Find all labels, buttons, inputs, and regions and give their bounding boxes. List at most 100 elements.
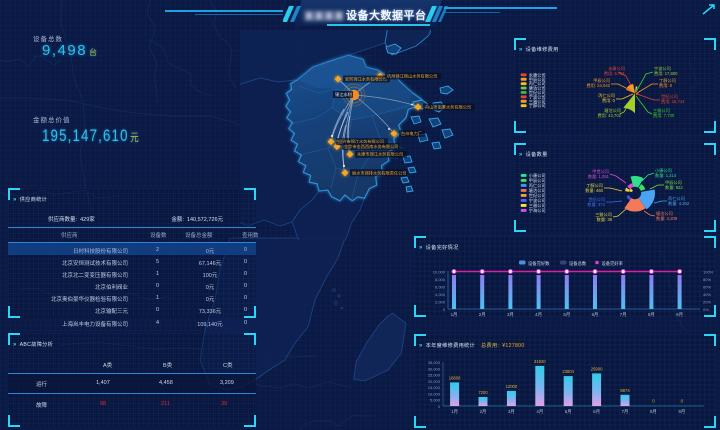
svg-text:丽水市锦排水务有限责任公司: 丽水市锦排水务有限责任公司	[352, 169, 406, 176]
svg-text:8874: 8874	[620, 388, 630, 393]
svg-text:甲辰公司: 甲辰公司	[529, 178, 546, 184]
svg-text:2,000: 2,000	[435, 300, 446, 305]
svg-text:世纪公司: 世纪公司	[661, 93, 678, 99]
svg-text:2月: 2月	[480, 409, 487, 415]
svg-text:设备总数: 设备总数	[569, 260, 587, 267]
svg-text:丙仁公司: 丙仁公司	[529, 182, 546, 189]
svg-text:丁醇公司: 丁醇公司	[529, 102, 546, 109]
svg-text:6月: 6月	[593, 409, 600, 415]
svg-text:世纪公司: 世纪公司	[588, 196, 605, 202]
svg-text:数量: 2,209: 数量: 2,209	[656, 215, 678, 222]
svg-text:绍兴市锦江水务有限公司: 绍兴市锦江水务有限公司	[338, 138, 384, 145]
svg-text:23804: 23804	[562, 369, 574, 374]
svg-text:7月: 7月	[620, 312, 627, 317]
svg-text:甲辰公司: 甲辰公司	[529, 77, 546, 83]
svg-text:甲辰公司: 甲辰公司	[665, 180, 682, 186]
svg-text:世纪公司: 世纪公司	[529, 192, 546, 198]
svg-text:永康公司: 永康公司	[608, 65, 625, 71]
svg-text:锦江水利: 锦江水利	[335, 91, 352, 98]
svg-text:甲辰公司: 甲辰公司	[593, 78, 610, 84]
svg-text:数量: 460: 数量: 460	[585, 187, 603, 194]
svg-text:宁海公司: 宁海公司	[529, 207, 546, 214]
svg-text:9月: 9月	[676, 312, 683, 317]
svg-text:宁波公司: 宁波公司	[654, 65, 671, 72]
svg-text:0: 0	[443, 307, 446, 312]
svg-text:费用: 43,702: 费用: 43,702	[597, 112, 621, 119]
svg-text:费用: 0: 费用: 0	[659, 82, 673, 89]
svg-text:数量: 39: 数量: 39	[597, 216, 613, 223]
svg-text:费用: 0: 费用: 0	[602, 97, 616, 104]
svg-text:4月: 4月	[536, 409, 543, 415]
svg-text:丁醇公司: 丁醇公司	[659, 77, 676, 84]
svg-text:金华市金西西南水务有限公司: 金华市金西西南水务有限公司	[344, 143, 398, 150]
svg-text:0: 0	[438, 404, 441, 409]
svg-text:数量: 4,262: 数量: 4,262	[668, 200, 690, 207]
svg-text:80%: 80%	[703, 277, 711, 282]
svg-text:费用: 5,751: 费用: 5,751	[604, 70, 626, 77]
svg-text:25,000: 25,000	[428, 373, 441, 378]
svg-text:数量: 372: 数量: 372	[587, 201, 605, 208]
svg-text:塘沽公司: 塘沽公司	[656, 210, 673, 217]
svg-text:0: 0	[681, 399, 684, 404]
svg-text:5,000: 5,000	[430, 398, 441, 403]
svg-text:费用: 17,800: 费用: 17,800	[654, 70, 678, 77]
svg-text:数量: 1,214: 数量: 1,214	[655, 172, 677, 179]
svg-text:60%: 60%	[703, 285, 711, 290]
svg-text:舟山市南景水务有限公司: 舟山市南景水务有限公司	[425, 104, 471, 111]
svg-text:4,000: 4,000	[435, 292, 446, 297]
svg-text:31920: 31920	[534, 359, 546, 364]
svg-text:费用: 16,714: 费用: 16,714	[661, 98, 685, 105]
svg-text:6月: 6月	[592, 312, 599, 317]
svg-text:杭州锦江锦山水务有限公司: 杭州锦江锦山水务有限公司	[387, 73, 437, 80]
svg-text:5月: 5月	[563, 312, 570, 317]
svg-text:世纪公司: 世纪公司	[529, 89, 546, 95]
svg-text:1月: 1月	[451, 312, 458, 317]
svg-text:丙仁公司: 丙仁公司	[598, 92, 615, 99]
svg-text:15,000: 15,000	[428, 385, 441, 390]
svg-text:三雅公司: 三雅公司	[529, 98, 546, 105]
svg-text:3月: 3月	[508, 409, 515, 415]
svg-text:8月: 8月	[650, 409, 657, 415]
svg-text:0: 0	[652, 399, 655, 404]
svg-text:数量: 1,051: 数量: 1,051	[588, 173, 610, 180]
svg-text:30,000: 30,000	[428, 366, 441, 371]
svg-text:甲世公司: 甲世公司	[592, 168, 609, 175]
svg-text:4月: 4月	[535, 312, 542, 317]
svg-text:35,000: 35,000	[428, 360, 441, 365]
svg-text:1月: 1月	[451, 409, 458, 415]
svg-text:25900: 25900	[591, 366, 603, 371]
svg-text:丙仁公司: 丙仁公司	[529, 80, 546, 87]
svg-text:费用: 7,730: 费用: 7,730	[653, 112, 675, 119]
svg-text:宁波公司: 宁波公司	[529, 93, 546, 100]
svg-text:设备完好数: 设备完好数	[528, 260, 550, 267]
svg-text:8,000: 8,000	[435, 277, 446, 282]
svg-text:永康公司: 永康公司	[529, 71, 546, 77]
svg-text:数量: 922: 数量: 922	[665, 184, 683, 191]
svg-text:费用: 24,042: 费用: 24,042	[586, 82, 610, 89]
svg-text:12000: 12000	[506, 384, 518, 389]
svg-text:小康公司: 小康公司	[655, 167, 672, 174]
svg-text:安防锦江水务有限公司: 安防锦江水务有限公司	[345, 76, 387, 83]
svg-text:丙仁公司: 丙仁公司	[668, 195, 685, 202]
svg-text:丁醇公司: 丁醇公司	[586, 182, 603, 189]
svg-text:0%: 0%	[703, 307, 709, 312]
svg-text:100%: 100%	[703, 270, 714, 275]
svg-text:永康市锦江水务有限公司: 永康市锦江水务有限公司	[357, 151, 403, 158]
svg-text:三雅公司: 三雅公司	[595, 211, 612, 218]
svg-text:小康公司: 小康公司	[529, 172, 546, 179]
svg-text:10,000: 10,000	[428, 391, 441, 396]
svg-text:10,000: 10,000	[433, 270, 446, 275]
svg-text:8月: 8月	[648, 312, 655, 317]
svg-text:三雅公司: 三雅公司	[653, 107, 670, 114]
svg-text:塘沽公司: 塘沽公司	[604, 107, 621, 114]
svg-text:20%: 20%	[703, 300, 711, 305]
svg-text:塘沽公司: 塘沽公司	[529, 187, 546, 194]
svg-text:塘沽公司: 塘沽公司	[529, 85, 546, 92]
svg-text:20,000: 20,000	[428, 379, 441, 384]
svg-text:7月: 7月	[622, 409, 629, 415]
svg-text:5月: 5月	[565, 409, 572, 415]
svg-text:设备完好率: 设备完好率	[602, 260, 624, 267]
svg-text:2月: 2月	[479, 312, 486, 317]
svg-text:3月: 3月	[507, 312, 514, 317]
svg-text:宁波公司: 宁波公司	[529, 197, 546, 204]
